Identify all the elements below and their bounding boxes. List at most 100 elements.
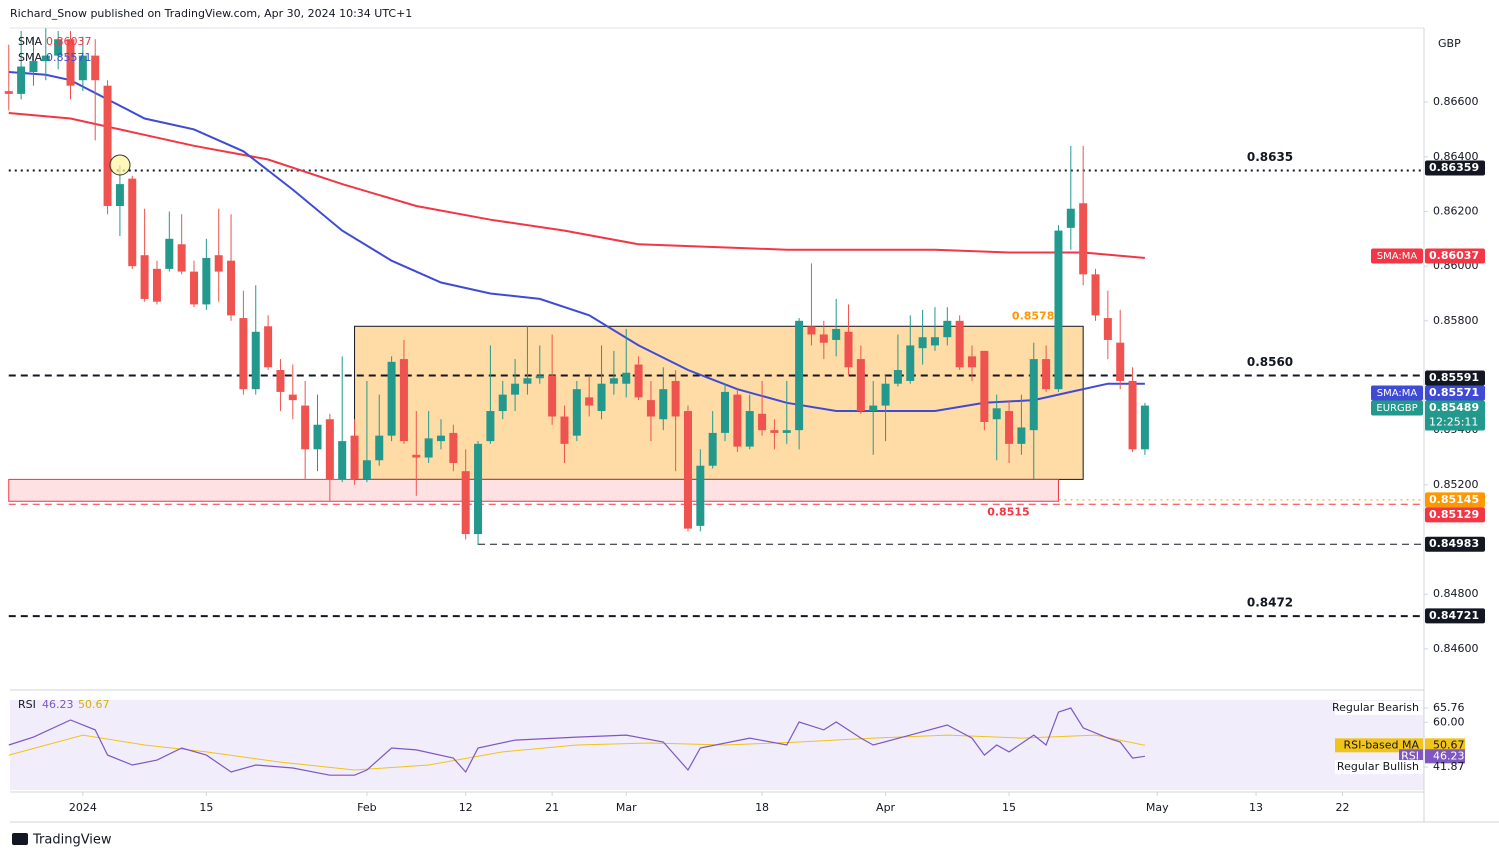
x-tick-label: 22 [1335, 801, 1349, 814]
y-tick-label: 0.84800 [1433, 587, 1479, 600]
x-tick-label: 15 [1002, 801, 1016, 814]
candle-body [276, 370, 285, 392]
rsi-tag-name: RSI [1401, 749, 1419, 762]
level-label: 0.8560 [1247, 355, 1293, 369]
candle-body [721, 391, 730, 433]
highlight-circle [109, 154, 131, 176]
price-tag-value: 0.86359 [1429, 161, 1479, 174]
rsi-tag-name: Regular Bullish [1337, 760, 1419, 773]
candle-body [239, 318, 248, 390]
level-label: 0.8635 [1247, 150, 1293, 164]
candle-body [66, 39, 75, 86]
candle-body [572, 389, 581, 436]
candle-body [1103, 318, 1112, 340]
y-tick-label: 0.85800 [1433, 314, 1479, 327]
rsi-tag-value: 41.87 [1433, 760, 1465, 773]
price-tag-value: 0.85489 [1429, 401, 1479, 414]
price-tag-name-bg [1371, 385, 1423, 401]
price-tag-name-bg [1371, 248, 1423, 264]
y-tick-label: 0.86600 [1433, 95, 1479, 108]
candle-body [523, 378, 532, 384]
rsi-legend-ma: 50.67 [78, 698, 110, 711]
price-tag-value: 0.84983 [1429, 537, 1479, 550]
candle-body [819, 334, 828, 343]
candle-body [325, 419, 334, 480]
candle-body [152, 268, 161, 302]
candle-body [350, 435, 359, 480]
price-tag [1425, 160, 1485, 176]
rsi-tag-name-bg [1335, 701, 1423, 716]
brand: TradingView [32, 833, 112, 848]
rsi-legend-name: RSI [18, 698, 36, 711]
price-tag [1425, 385, 1485, 401]
candle-body [918, 337, 927, 349]
candle-body [634, 364, 643, 398]
candle-body [264, 326, 273, 368]
candle-body [1116, 342, 1125, 381]
rsi-legend-value: 46.23 [42, 698, 74, 711]
candle-body [535, 375, 544, 379]
rsi-tag-value: 50.67 [1433, 738, 1465, 751]
x-tick-label: 2024 [69, 801, 97, 814]
rsi-tag-name: Regular Bearish [1332, 701, 1419, 714]
price-tag [1425, 536, 1485, 552]
x-tick-label: 18 [755, 801, 769, 814]
candle-body [1017, 427, 1026, 444]
rsi-tag-name: RSI-based MA [1343, 738, 1419, 751]
candle-body [486, 411, 495, 442]
rsi-tag-value: 46.23 [1433, 749, 1465, 762]
candle-body [782, 430, 791, 433]
price-tag [1425, 492, 1485, 508]
candle-body [41, 55, 50, 62]
x-tick-label: Apr [876, 801, 896, 814]
rsi-line [8, 707, 1145, 776]
price-tag [1425, 608, 1485, 624]
candle-body [1128, 380, 1137, 450]
candle-body [4, 91, 13, 94]
candle-body [548, 375, 557, 417]
candle-body [856, 359, 865, 412]
rsi-tag-value: 60.00 [1433, 715, 1465, 728]
candle-body [881, 383, 890, 406]
price-tag [1425, 400, 1485, 431]
candle-body [288, 394, 297, 401]
rsi-tag-name-bg [1335, 738, 1423, 753]
rsi-tag-value: 65.76 [1433, 701, 1465, 714]
candle-body [461, 471, 470, 535]
rsi-tag-name-bg [1335, 760, 1423, 775]
x-tick-label: Feb [357, 801, 376, 814]
candle-body [474, 443, 483, 535]
publisher: Richard_Snow published on TradingView.co… [10, 7, 412, 20]
legend-name: SMA [18, 35, 42, 48]
candle-body [745, 411, 754, 447]
x-tick-label: 15 [199, 801, 213, 814]
candle-body [498, 394, 507, 412]
sma-line [8, 71, 1145, 412]
candle-body [436, 435, 445, 442]
price-tag [1425, 370, 1485, 386]
candle-body [128, 178, 137, 267]
candle-body [1140, 405, 1149, 450]
candle-body [770, 430, 779, 433]
logo-icon [12, 833, 28, 845]
price-tag-value: 0.85591 [1429, 371, 1479, 384]
candle-body [992, 408, 1001, 420]
plot: 0.866000.864000.862000.860000.858000.854… [4, 28, 1485, 814]
candle-body [696, 465, 705, 526]
price-tag-value: 0.85571 [1429, 386, 1479, 399]
candle-body [313, 424, 322, 450]
candle-body [968, 356, 977, 368]
candle-body [585, 397, 594, 406]
candle-body [844, 331, 853, 368]
x-tick-label: May [1146, 801, 1169, 814]
candle-body [511, 383, 520, 395]
candle-body [190, 271, 199, 305]
x-tick-label: Mar [616, 801, 637, 814]
candle-body [78, 55, 87, 81]
price-tag-name: EURGBP [1376, 403, 1417, 414]
candle-body [177, 244, 186, 272]
candle-body [227, 260, 236, 316]
candle-body [91, 55, 100, 81]
candle-body [449, 432, 458, 463]
